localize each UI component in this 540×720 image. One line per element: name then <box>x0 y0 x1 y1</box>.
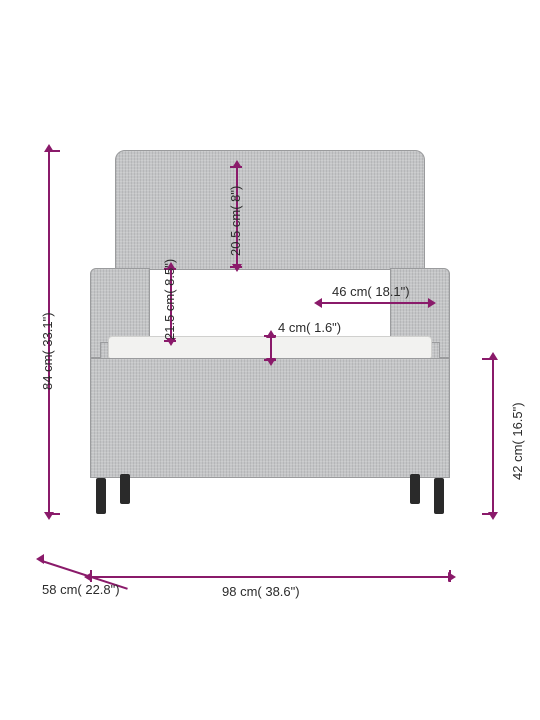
dim-seat-depth-line <box>320 302 430 304</box>
bench-backrest <box>115 150 425 270</box>
dim-cushion-tick-bot <box>264 359 276 361</box>
dim-total-height-tick-top <box>48 150 60 152</box>
dim-seat-depth-arrow-l <box>314 298 322 308</box>
dim-back-height-tick-bot <box>230 266 242 268</box>
bench-leg-br <box>410 474 420 504</box>
dim-seat-height-label: 42 cm( 16.5") <box>510 402 526 480</box>
bench-leg-fl <box>96 478 106 514</box>
dim-total-height-label: 84 cm( 33.1") <box>40 312 56 390</box>
dim-seat-depth-arrow-r <box>428 298 436 308</box>
bench-leg-fr <box>434 478 444 514</box>
dim-depth-label: 58 cm( 22.8") <box>42 582 120 598</box>
dim-depth-arrow-l <box>36 554 44 564</box>
dim-cushion-line <box>270 336 272 360</box>
bench-front-panel <box>90 358 450 478</box>
dim-cushion-label: 4 cm( 1.6") <box>278 320 341 336</box>
dim-cushion-arrow-top <box>266 330 276 338</box>
dim-back-height-tick-top <box>230 166 242 168</box>
bench-leg-bl <box>120 474 130 504</box>
dim-width-tick-r <box>449 570 451 582</box>
dim-seat-depth-label: 46 cm( 18.1") <box>332 284 410 300</box>
dim-width-line <box>90 576 450 578</box>
dim-total-height-tick-bot <box>48 513 60 515</box>
dim-width-label: 98 cm( 38.6") <box>222 584 300 600</box>
dim-arm-height-label: 21.5 cm( 8.5") <box>162 259 178 340</box>
dim-back-height-label: 20.5 cm( 8") <box>228 186 244 256</box>
dim-seat-height-tick-top <box>482 358 494 360</box>
dim-cushion-tick-top <box>264 335 276 337</box>
dim-arm-height-tick-bot <box>164 340 176 342</box>
dim-seat-height-line <box>492 358 494 514</box>
diagram-stage: 84 cm( 33.1") 42 cm( 16.5") 98 cm( 38.6"… <box>0 0 540 720</box>
dim-seat-height-tick-bot <box>482 513 494 515</box>
